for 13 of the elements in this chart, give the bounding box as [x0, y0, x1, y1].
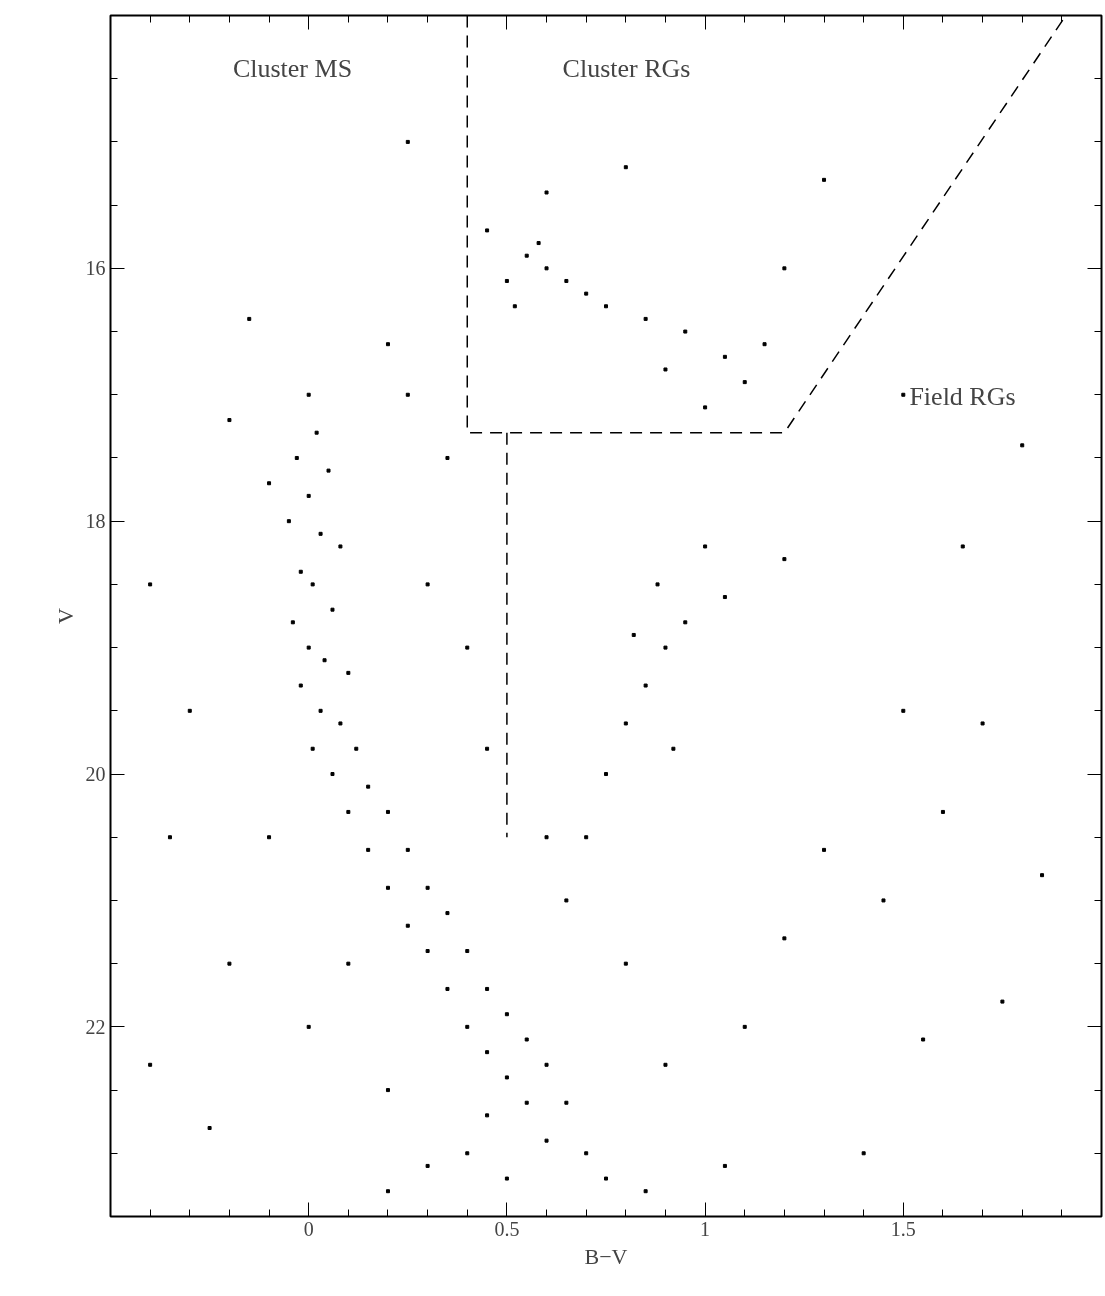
annotation: Field RGs	[909, 382, 1016, 411]
y-tick-label: 22	[85, 1015, 106, 1038]
annotation: Cluster MS	[232, 54, 353, 83]
y-tick-label: 16	[85, 257, 106, 280]
annotation: Cluster RGs	[562, 54, 691, 83]
y-tick-label: 20	[85, 763, 106, 786]
x-tick-label: 1.5	[890, 1217, 916, 1240]
y-tick-label: 18	[85, 510, 106, 533]
x-tick-label: 0.5	[494, 1217, 520, 1240]
x-tick-label: 0	[303, 1217, 314, 1240]
y-axis-title: V	[52, 607, 78, 624]
x-tick-label: 1	[700, 1217, 711, 1240]
x-axis-title: B−V	[584, 1243, 628, 1269]
